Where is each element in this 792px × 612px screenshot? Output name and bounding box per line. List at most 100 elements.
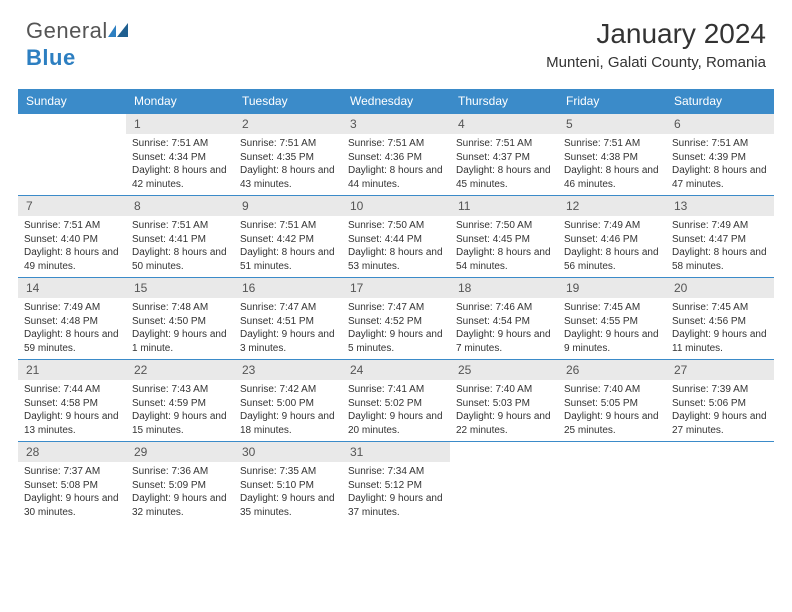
day-number: 16 — [234, 278, 342, 298]
calendar-cell: 17Sunrise: 7:47 AMSunset: 4:52 PMDayligh… — [342, 278, 450, 360]
day-number: 1 — [126, 114, 234, 134]
calendar-cell: 10Sunrise: 7:50 AMSunset: 4:44 PMDayligh… — [342, 196, 450, 278]
calendar-cell — [558, 442, 666, 524]
calendar-cell: 2Sunrise: 7:51 AMSunset: 4:35 PMDaylight… — [234, 114, 342, 196]
day-number: 8 — [126, 196, 234, 216]
day-number: 10 — [342, 196, 450, 216]
day-details: Sunrise: 7:44 AMSunset: 4:58 PMDaylight:… — [18, 380, 126, 441]
day-details: Sunrise: 7:49 AMSunset: 4:47 PMDaylight:… — [666, 216, 774, 277]
calendar-row: 1Sunrise: 7:51 AMSunset: 4:34 PMDaylight… — [18, 114, 774, 196]
calendar-cell: 27Sunrise: 7:39 AMSunset: 5:06 PMDayligh… — [666, 360, 774, 442]
day-number: 9 — [234, 196, 342, 216]
day-details: Sunrise: 7:45 AMSunset: 4:56 PMDaylight:… — [666, 298, 774, 359]
calendar-cell: 11Sunrise: 7:50 AMSunset: 4:45 PMDayligh… — [450, 196, 558, 278]
weekday-header: Tuesday — [234, 89, 342, 114]
calendar-cell: 5Sunrise: 7:51 AMSunset: 4:38 PMDaylight… — [558, 114, 666, 196]
day-details: Sunrise: 7:48 AMSunset: 4:50 PMDaylight:… — [126, 298, 234, 359]
weekday-header: Monday — [126, 89, 234, 114]
day-number: 29 — [126, 442, 234, 462]
calendar-cell: 14Sunrise: 7:49 AMSunset: 4:48 PMDayligh… — [18, 278, 126, 360]
day-details: Sunrise: 7:51 AMSunset: 4:34 PMDaylight:… — [126, 134, 234, 195]
day-details: Sunrise: 7:50 AMSunset: 4:45 PMDaylight:… — [450, 216, 558, 277]
day-details: Sunrise: 7:47 AMSunset: 4:51 PMDaylight:… — [234, 298, 342, 359]
calendar-cell: 20Sunrise: 7:45 AMSunset: 4:56 PMDayligh… — [666, 278, 774, 360]
weekday-header: Thursday — [450, 89, 558, 114]
day-number: 25 — [450, 360, 558, 380]
day-number: 30 — [234, 442, 342, 462]
calendar-header-row: SundayMondayTuesdayWednesdayThursdayFrid… — [18, 89, 774, 114]
calendar-cell: 31Sunrise: 7:34 AMSunset: 5:12 PMDayligh… — [342, 442, 450, 524]
day-details: Sunrise: 7:51 AMSunset: 4:35 PMDaylight:… — [234, 134, 342, 195]
day-details: Sunrise: 7:51 AMSunset: 4:37 PMDaylight:… — [450, 134, 558, 195]
day-details: Sunrise: 7:49 AMSunset: 4:48 PMDaylight:… — [18, 298, 126, 359]
day-details: Sunrise: 7:51 AMSunset: 4:40 PMDaylight:… — [18, 216, 126, 277]
day-details: Sunrise: 7:51 AMSunset: 4:39 PMDaylight:… — [666, 134, 774, 195]
day-details: Sunrise: 7:34 AMSunset: 5:12 PMDaylight:… — [342, 462, 450, 523]
calendar-cell: 12Sunrise: 7:49 AMSunset: 4:46 PMDayligh… — [558, 196, 666, 278]
calendar-cell: 4Sunrise: 7:51 AMSunset: 4:37 PMDaylight… — [450, 114, 558, 196]
brand-part2: Blue — [26, 45, 76, 70]
day-details: Sunrise: 7:45 AMSunset: 4:55 PMDaylight:… — [558, 298, 666, 359]
calendar-cell: 26Sunrise: 7:40 AMSunset: 5:05 PMDayligh… — [558, 360, 666, 442]
weekday-header: Wednesday — [342, 89, 450, 114]
day-number: 3 — [342, 114, 450, 134]
calendar-body: 1Sunrise: 7:51 AMSunset: 4:34 PMDaylight… — [18, 114, 774, 524]
calendar-row: 7Sunrise: 7:51 AMSunset: 4:40 PMDaylight… — [18, 196, 774, 278]
day-number: 15 — [126, 278, 234, 298]
day-details: Sunrise: 7:51 AMSunset: 4:42 PMDaylight:… — [234, 216, 342, 277]
day-number: 11 — [450, 196, 558, 216]
calendar-cell: 16Sunrise: 7:47 AMSunset: 4:51 PMDayligh… — [234, 278, 342, 360]
calendar-cell: 1Sunrise: 7:51 AMSunset: 4:34 PMDaylight… — [126, 114, 234, 196]
day-details: Sunrise: 7:47 AMSunset: 4:52 PMDaylight:… — [342, 298, 450, 359]
calendar-cell: 8Sunrise: 7:51 AMSunset: 4:41 PMDaylight… — [126, 196, 234, 278]
calendar-cell: 6Sunrise: 7:51 AMSunset: 4:39 PMDaylight… — [666, 114, 774, 196]
weekday-header: Sunday — [18, 89, 126, 114]
brand-part1: General — [26, 18, 108, 43]
calendar-cell: 25Sunrise: 7:40 AMSunset: 5:03 PMDayligh… — [450, 360, 558, 442]
day-number: 24 — [342, 360, 450, 380]
day-number: 31 — [342, 442, 450, 462]
calendar-cell: 24Sunrise: 7:41 AMSunset: 5:02 PMDayligh… — [342, 360, 450, 442]
brand-logo: General Blue — [26, 18, 130, 71]
day-details: Sunrise: 7:41 AMSunset: 5:02 PMDaylight:… — [342, 380, 450, 441]
day-number: 27 — [666, 360, 774, 380]
day-details: Sunrise: 7:51 AMSunset: 4:36 PMDaylight:… — [342, 134, 450, 195]
day-number: 20 — [666, 278, 774, 298]
calendar-cell — [666, 442, 774, 524]
day-details: Sunrise: 7:50 AMSunset: 4:44 PMDaylight:… — [342, 216, 450, 277]
day-number: 28 — [18, 442, 126, 462]
day-details: Sunrise: 7:51 AMSunset: 4:41 PMDaylight:… — [126, 216, 234, 277]
calendar-cell: 28Sunrise: 7:37 AMSunset: 5:08 PMDayligh… — [18, 442, 126, 524]
calendar-table: SundayMondayTuesdayWednesdayThursdayFrid… — [18, 89, 774, 524]
day-number: 2 — [234, 114, 342, 134]
day-number: 22 — [126, 360, 234, 380]
calendar-row: 14Sunrise: 7:49 AMSunset: 4:48 PMDayligh… — [18, 278, 774, 360]
day-number: 13 — [666, 196, 774, 216]
day-details: Sunrise: 7:43 AMSunset: 4:59 PMDaylight:… — [126, 380, 234, 441]
weekday-header: Saturday — [666, 89, 774, 114]
weekday-header: Friday — [558, 89, 666, 114]
day-details: Sunrise: 7:39 AMSunset: 5:06 PMDaylight:… — [666, 380, 774, 441]
day-number: 14 — [18, 278, 126, 298]
calendar-cell: 23Sunrise: 7:42 AMSunset: 5:00 PMDayligh… — [234, 360, 342, 442]
day-details: Sunrise: 7:35 AMSunset: 5:10 PMDaylight:… — [234, 462, 342, 523]
day-number: 19 — [558, 278, 666, 298]
calendar-cell: 7Sunrise: 7:51 AMSunset: 4:40 PMDaylight… — [18, 196, 126, 278]
day-number: 4 — [450, 114, 558, 134]
day-details: Sunrise: 7:36 AMSunset: 5:09 PMDaylight:… — [126, 462, 234, 523]
day-details: Sunrise: 7:46 AMSunset: 4:54 PMDaylight:… — [450, 298, 558, 359]
day-number: 6 — [666, 114, 774, 134]
day-details: Sunrise: 7:40 AMSunset: 5:05 PMDaylight:… — [558, 380, 666, 441]
day-number: 12 — [558, 196, 666, 216]
calendar-cell: 22Sunrise: 7:43 AMSunset: 4:59 PMDayligh… — [126, 360, 234, 442]
calendar-cell: 15Sunrise: 7:48 AMSunset: 4:50 PMDayligh… — [126, 278, 234, 360]
calendar-cell: 21Sunrise: 7:44 AMSunset: 4:58 PMDayligh… — [18, 360, 126, 442]
calendar-row: 28Sunrise: 7:37 AMSunset: 5:08 PMDayligh… — [18, 442, 774, 524]
calendar-cell — [18, 114, 126, 196]
day-number: 5 — [558, 114, 666, 134]
month-title: January 2024 — [546, 18, 766, 50]
location-text: Munteni, Galati County, Romania — [546, 54, 766, 71]
day-details: Sunrise: 7:40 AMSunset: 5:03 PMDaylight:… — [450, 380, 558, 441]
day-details: Sunrise: 7:51 AMSunset: 4:38 PMDaylight:… — [558, 134, 666, 195]
calendar-cell: 9Sunrise: 7:51 AMSunset: 4:42 PMDaylight… — [234, 196, 342, 278]
